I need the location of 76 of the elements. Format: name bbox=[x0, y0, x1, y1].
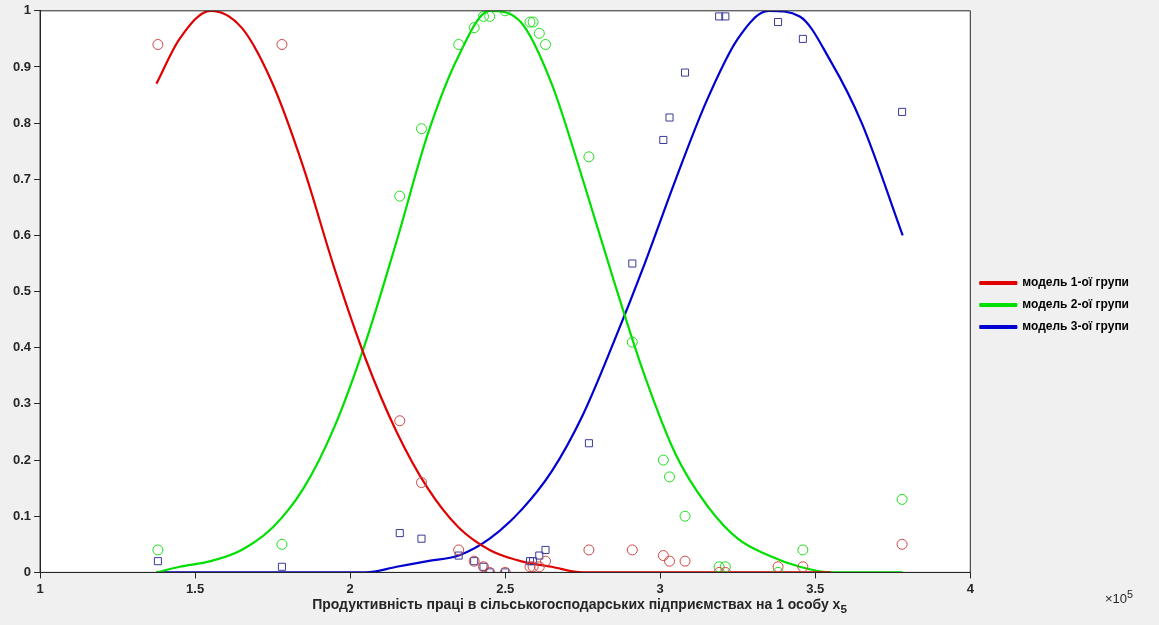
point bbox=[541, 545, 550, 554]
point bbox=[584, 439, 593, 448]
point bbox=[719, 561, 731, 573]
point bbox=[657, 454, 669, 466]
point bbox=[626, 336, 638, 348]
x-tick-label: 3.5 bbox=[806, 580, 825, 596]
point bbox=[276, 538, 288, 550]
point bbox=[533, 27, 545, 39]
point bbox=[721, 12, 730, 21]
point bbox=[797, 561, 809, 573]
point bbox=[583, 151, 595, 163]
point bbox=[797, 544, 809, 556]
point bbox=[415, 477, 427, 489]
point bbox=[533, 561, 545, 573]
point bbox=[484, 10, 496, 22]
point bbox=[713, 561, 725, 573]
point bbox=[394, 190, 406, 202]
point bbox=[454, 551, 463, 560]
x-axis-title: Продуктивність праці в сільськогосподарських підприємствах на 1 особу x$_{5}$ bbox=[312, 596, 847, 615]
x-tick-label: 3 bbox=[656, 580, 664, 596]
x-tick-label: 4 bbox=[966, 580, 975, 596]
point bbox=[276, 39, 288, 50]
x-tick-label: 2.5 bbox=[496, 580, 515, 596]
point bbox=[540, 555, 551, 567]
legend-label: модель 3-ої групи bbox=[1022, 319, 1130, 334]
y-tick-label: 0.2 bbox=[12, 451, 32, 467]
point bbox=[152, 39, 164, 50]
point bbox=[453, 544, 465, 556]
point bbox=[664, 555, 676, 567]
point bbox=[772, 561, 784, 573]
point bbox=[415, 123, 427, 135]
point bbox=[798, 34, 807, 43]
point bbox=[628, 259, 637, 268]
point bbox=[664, 471, 676, 483]
y-tick-label: 0.3 bbox=[12, 395, 32, 411]
x-tick-label: 1.5 bbox=[186, 580, 205, 596]
y-tick-label: 0 bbox=[23, 563, 32, 579]
legend-label: модель 2-ої групи bbox=[1022, 297, 1130, 312]
point bbox=[468, 22, 480, 34]
point bbox=[477, 10, 489, 22]
y-tick-label: 0.5 bbox=[12, 283, 32, 299]
point bbox=[153, 557, 162, 566]
y-tick-label: 1 bbox=[23, 2, 32, 18]
point bbox=[535, 551, 544, 560]
y-tick-label: 0.9 bbox=[12, 58, 32, 74]
point bbox=[277, 562, 286, 571]
point bbox=[394, 415, 406, 427]
y-tick-label: 0.8 bbox=[12, 114, 32, 130]
point bbox=[540, 39, 551, 50]
point bbox=[898, 107, 907, 116]
y-tick-label: 0.4 bbox=[12, 339, 32, 355]
point bbox=[626, 544, 638, 556]
y-tick-label: 0.1 bbox=[12, 507, 32, 523]
point bbox=[659, 135, 668, 144]
point bbox=[395, 529, 404, 538]
x-tick-label: 2 bbox=[346, 580, 354, 596]
text: ×10$^{5}$ bbox=[1105, 588, 1134, 607]
point bbox=[679, 510, 691, 522]
y-tick-label: 0.6 bbox=[12, 227, 32, 243]
point bbox=[529, 557, 538, 566]
y-tick-label: 0.7 bbox=[12, 170, 32, 186]
point bbox=[774, 18, 783, 27]
point bbox=[453, 39, 465, 50]
legend-label: модель 1-ої групи bbox=[1022, 275, 1130, 290]
point bbox=[896, 538, 908, 550]
point bbox=[525, 557, 535, 566]
point bbox=[417, 534, 426, 543]
point bbox=[583, 544, 595, 556]
point bbox=[896, 493, 908, 505]
point bbox=[715, 12, 724, 21]
point bbox=[657, 550, 669, 562]
point bbox=[665, 113, 674, 122]
point bbox=[679, 555, 691, 567]
point bbox=[681, 68, 690, 77]
x-tick-label: 1 bbox=[36, 580, 44, 596]
point bbox=[152, 544, 164, 556]
